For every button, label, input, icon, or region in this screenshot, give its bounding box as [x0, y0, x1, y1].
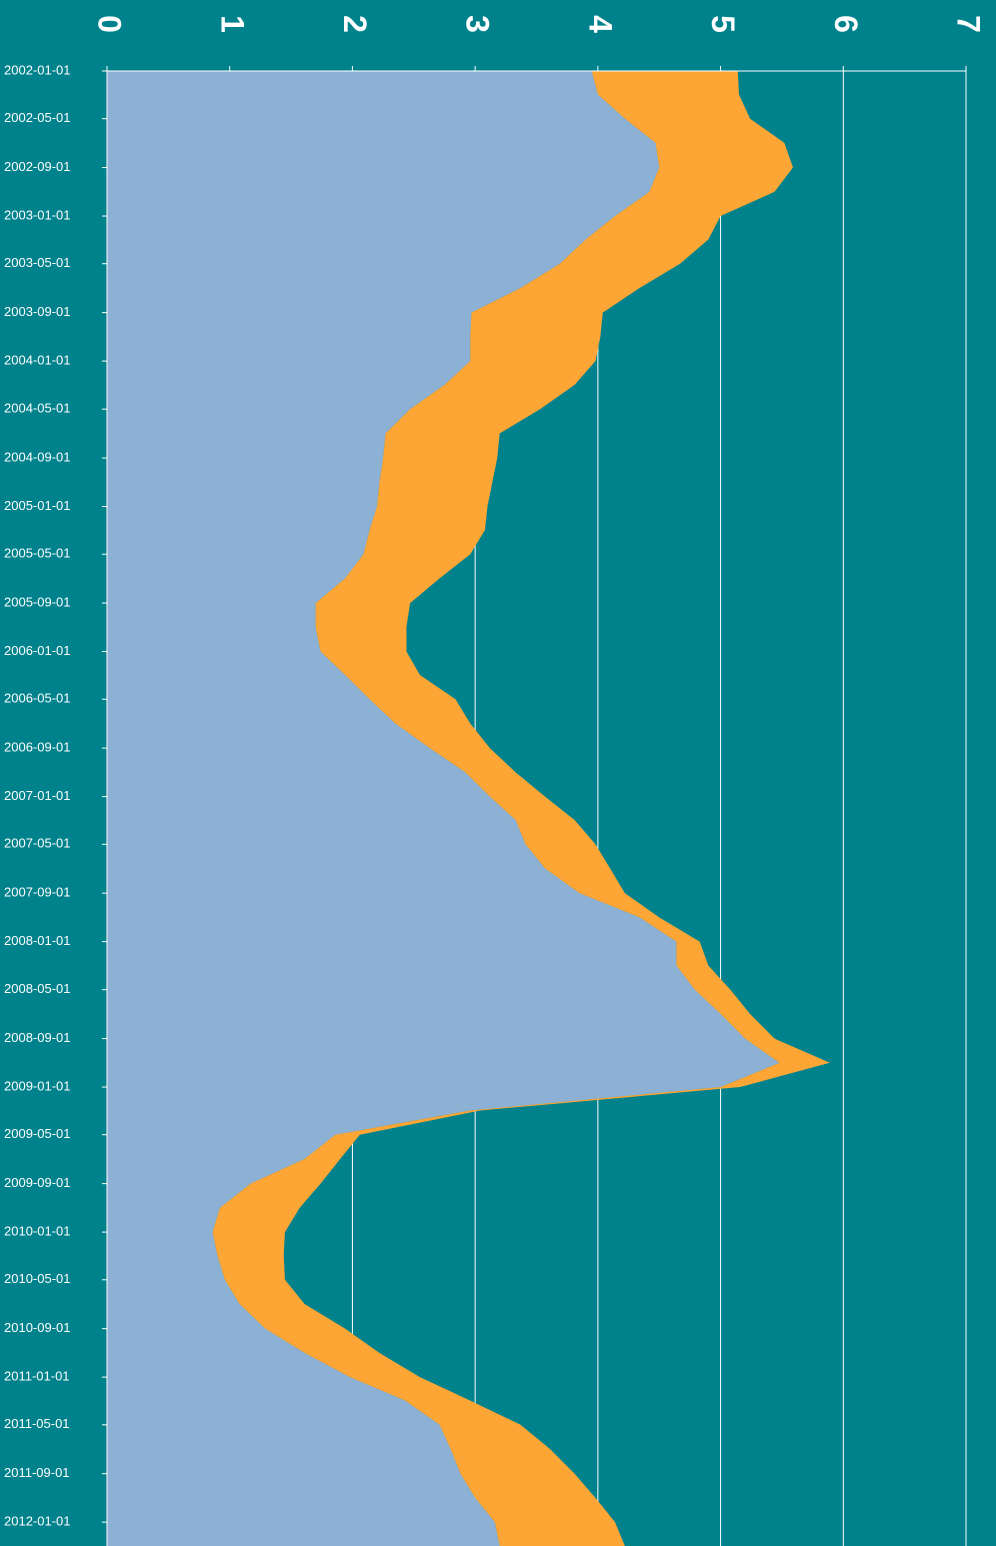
- date-tick-label: 2006-01-01: [4, 643, 71, 658]
- date-tick-label: 2009-01-01: [4, 1078, 71, 1093]
- value-tick-label: 0: [92, 15, 128, 33]
- date-tick-label: 2010-05-01: [4, 1271, 71, 1286]
- value-tick-label: 5: [705, 15, 741, 33]
- date-tick-label: 2012-01-01: [4, 1514, 71, 1529]
- date-tick-label: 2003-09-01: [4, 304, 71, 319]
- date-tick-label: 2006-09-01: [4, 740, 71, 755]
- date-tick-label: 2005-09-01: [4, 595, 71, 610]
- area: [107, 71, 780, 1546]
- area: [212, 71, 830, 1546]
- date-tick-label: 2011-05-01: [4, 1416, 70, 1431]
- date-tick-label: 2002-09-01: [4, 159, 71, 174]
- value-tick-label: 6: [828, 15, 864, 33]
- value-tick-label: 2: [337, 15, 373, 33]
- date-tick-label: 2003-01-01: [4, 207, 71, 222]
- date-tick-label: 2008-01-01: [4, 933, 71, 948]
- value-tick-label: 7: [951, 15, 987, 33]
- date-tick-label: 2004-09-01: [4, 449, 71, 464]
- date-tick-label: 2008-05-01: [4, 981, 71, 996]
- value-tick-label: 1: [214, 15, 250, 33]
- date-tick-label: 2007-05-01: [4, 836, 71, 851]
- date-tick-label: 2005-01-01: [4, 498, 71, 513]
- date-tick-label: 2006-05-01: [4, 691, 71, 706]
- date-tick-label: 2005-05-01: [4, 546, 71, 561]
- date-tick-label: 2003-05-01: [4, 255, 71, 270]
- date-tick-label: 2004-01-01: [4, 353, 71, 368]
- date-tick-label: 2011-09-01: [4, 1465, 70, 1480]
- date-tick-label: 2009-09-01: [4, 1175, 71, 1190]
- date-tick-label: 2009-05-01: [4, 1126, 71, 1141]
- date-tick-label: 2007-01-01: [4, 788, 71, 803]
- date-tick-label: 2002-05-01: [4, 110, 71, 125]
- date-tick-label: 2008-09-01: [4, 1030, 71, 1045]
- date-tick-label: 2010-09-01: [4, 1320, 71, 1335]
- value-tick-label: 3: [460, 15, 496, 33]
- date-tick-label: 2007-09-01: [4, 885, 71, 900]
- value-tick-label: 4: [582, 15, 618, 33]
- date-tick-label: 2010-01-01: [4, 1224, 71, 1239]
- date-tick-label: 2011-01-01: [4, 1369, 70, 1384]
- date-tick-label: 2002-01-01: [4, 62, 71, 77]
- date-tick-label: 2004-05-01: [4, 401, 71, 416]
